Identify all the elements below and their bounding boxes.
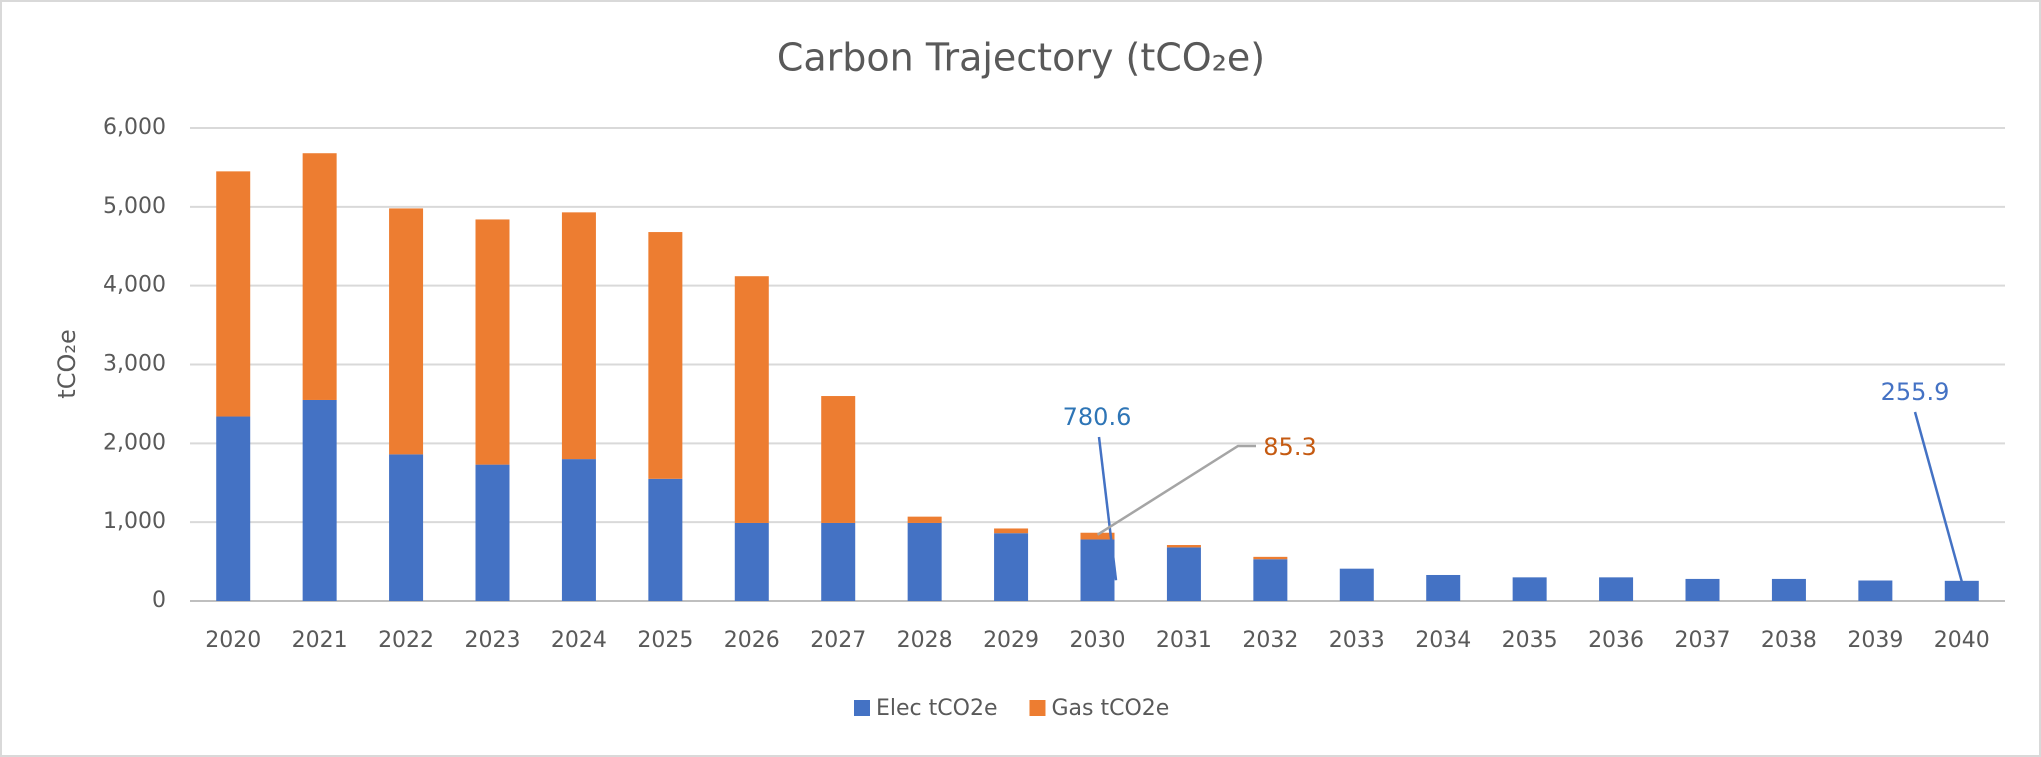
bar-segment bbox=[1426, 574, 1461, 601]
x-tick-label: 2028 bbox=[897, 628, 953, 653]
bar-segment bbox=[302, 153, 337, 400]
bar-segment bbox=[1858, 580, 1893, 601]
bar-segment bbox=[907, 516, 942, 523]
x-tick-label: 2027 bbox=[810, 628, 866, 653]
x-tick-label: 2026 bbox=[724, 628, 780, 653]
y-tick-label: 0 bbox=[152, 588, 166, 613]
bar-segment bbox=[1080, 539, 1115, 601]
x-tick-label: 2029 bbox=[983, 628, 1039, 653]
bar-segment bbox=[1944, 580, 1979, 601]
bar-segment bbox=[734, 276, 769, 523]
bar-segment bbox=[561, 459, 596, 601]
x-tick-label: 2024 bbox=[551, 628, 607, 653]
y-axis-label: tCO₂e bbox=[53, 329, 81, 398]
bar-segment bbox=[475, 464, 510, 601]
chart-title: Carbon Trajectory (tCO₂e) bbox=[777, 36, 1265, 80]
bar-segment bbox=[734, 522, 769, 601]
bar-segment bbox=[1253, 559, 1288, 601]
data-label: 255.9 bbox=[1881, 378, 1950, 406]
bar-segment bbox=[821, 396, 856, 523]
y-tick-label: 1,000 bbox=[103, 509, 166, 534]
bar-segment bbox=[1166, 547, 1201, 601]
bar-segment bbox=[302, 399, 337, 601]
leader-line bbox=[1097, 436, 1118, 581]
x-tick-label: 2039 bbox=[1847, 628, 1903, 653]
leader-line bbox=[1913, 411, 1965, 590]
leader-line bbox=[1096, 444, 1256, 536]
legend-swatch bbox=[854, 700, 870, 716]
x-tick-label: 2021 bbox=[292, 628, 348, 653]
bar-segment bbox=[475, 219, 510, 465]
bar-segment bbox=[216, 416, 251, 601]
x-tick-label: 2034 bbox=[1415, 628, 1471, 653]
data-label: 780.6 bbox=[1063, 403, 1132, 431]
bar-segment bbox=[821, 522, 856, 601]
x-tick-label: 2040 bbox=[1934, 628, 1990, 653]
x-tick-label: 2037 bbox=[1675, 628, 1731, 653]
x-tick-label: 2023 bbox=[465, 628, 521, 653]
bar-segment bbox=[389, 454, 424, 601]
bar-segment bbox=[907, 522, 942, 601]
x-tick-label: 2030 bbox=[1070, 628, 1126, 653]
bar-segment bbox=[1080, 532, 1115, 540]
y-tick-label: 6,000 bbox=[103, 115, 166, 140]
bar-segment bbox=[216, 171, 251, 417]
x-tick-label: 2035 bbox=[1502, 628, 1558, 653]
bar-segment bbox=[561, 212, 596, 460]
bar-segment bbox=[1339, 568, 1374, 601]
y-tick-label: 3,000 bbox=[103, 352, 166, 377]
legend-label: Gas tCO2e bbox=[1051, 696, 1169, 721]
y-tick-label: 5,000 bbox=[103, 194, 166, 219]
bar-segment bbox=[389, 208, 424, 455]
x-tick-label: 2025 bbox=[637, 628, 693, 653]
x-tick-label: 2020 bbox=[205, 628, 261, 653]
x-tick-label: 2033 bbox=[1329, 628, 1385, 653]
x-tick-label: 2022 bbox=[378, 628, 434, 653]
bar-segment bbox=[1166, 545, 1201, 548]
bar-segment bbox=[1685, 578, 1720, 601]
y-tick-label: 4,000 bbox=[103, 273, 166, 298]
bar-segment bbox=[994, 528, 1029, 534]
x-tick-label: 2031 bbox=[1156, 628, 1212, 653]
data-label: 85.3 bbox=[1263, 433, 1316, 461]
bar-segment bbox=[1253, 556, 1288, 560]
x-tick-label: 2032 bbox=[1242, 628, 1298, 653]
bar-segment bbox=[1512, 577, 1547, 601]
bar-segment bbox=[994, 533, 1029, 601]
x-tick-label: 2036 bbox=[1588, 628, 1644, 653]
y-tick-label: 2,000 bbox=[103, 430, 166, 455]
bar-segment bbox=[1599, 577, 1634, 601]
bar-segment bbox=[648, 478, 683, 601]
legend-swatch bbox=[1029, 700, 1046, 716]
legend-label: Elec tCO2e bbox=[876, 696, 997, 721]
x-tick-label: 2038 bbox=[1761, 628, 1817, 653]
bar-segment bbox=[648, 232, 683, 479]
bar-segment bbox=[1771, 578, 1806, 601]
